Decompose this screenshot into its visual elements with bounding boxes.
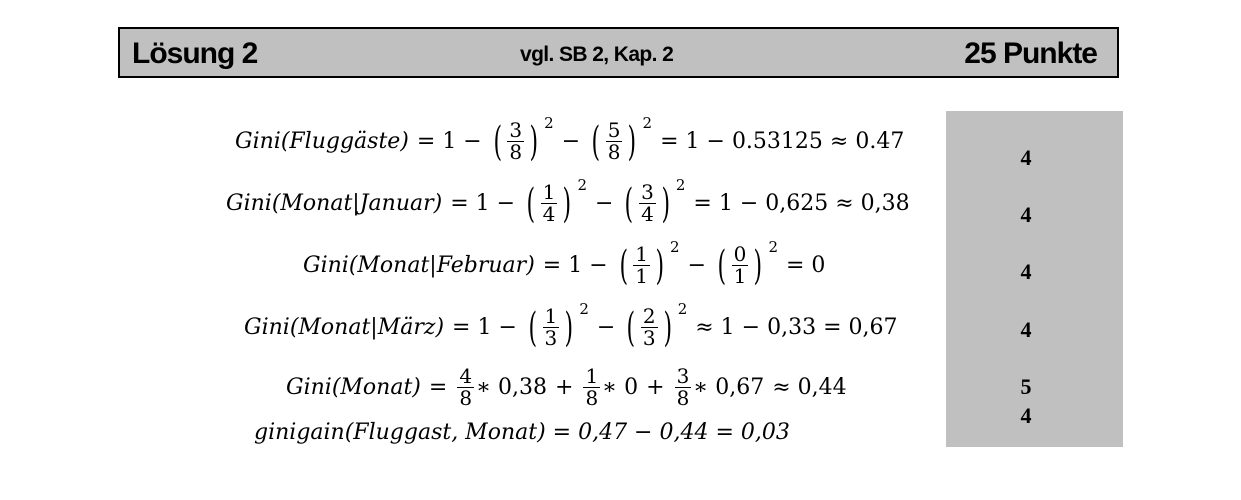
points-eq-3: 4 bbox=[1020, 259, 1032, 284]
points-eq-2: 4 bbox=[1020, 202, 1032, 227]
total-points: 25 Punkte bbox=[964, 37, 1098, 70]
equation-lhs: Gini(Monat) bbox=[286, 375, 421, 400]
fraction-denominator: 3 bbox=[542, 326, 560, 350]
fraction-numerator: 1 bbox=[585, 364, 599, 388]
equation-gini-fluggaeste: Gini(Fluggäste) = 1 − (3 8) 2 − (5 8) 2 = 1 … bbox=[235, 114, 912, 164]
reference-label: vgl. SB 2, Kap. 2 bbox=[520, 43, 674, 66]
equation-gini-februar: Gini(Monat|Februar) = 1 − (1 1) 2 − (0 1) 2 … bbox=[303, 238, 833, 288]
equation-result: = 1 − 0,625 ≈ 0,38 bbox=[693, 191, 910, 216]
equation-lhs: Gini(Monat|Januar) bbox=[226, 191, 443, 216]
fraction-numerator: 2 bbox=[642, 304, 656, 328]
fraction-numerator: 1 bbox=[635, 242, 648, 266]
equation-text: ginigain(Fluggast, Monat) = 0,47 − 0,44 … bbox=[254, 420, 790, 445]
points-eq-5: 5 bbox=[1020, 374, 1032, 399]
fraction-denominator: 1 bbox=[731, 264, 749, 288]
fraction-numerator: 0 bbox=[733, 242, 747, 266]
fraction-numerator: 1 bbox=[542, 180, 556, 204]
fraction-denominator: 8 bbox=[457, 386, 475, 410]
points-eq-4: 4 bbox=[1020, 317, 1032, 342]
equation-result: ≈ 1 − 0,33 = 0,67 bbox=[695, 315, 898, 340]
equation-result: = 1 − 0.53125 ≈ 0.47 bbox=[660, 129, 905, 154]
fraction-numerator: 3 bbox=[676, 364, 690, 388]
fraction-numerator: 1 bbox=[544, 304, 558, 328]
weighted-factor: ∗ 0,38 bbox=[476, 375, 547, 400]
exponent: 2 bbox=[577, 176, 588, 194]
solution-title: Lösung 2 bbox=[132, 37, 258, 70]
fraction-numerator: 3 bbox=[509, 118, 523, 142]
fraction-denominator: 3 bbox=[640, 326, 658, 350]
exponent: 2 bbox=[544, 114, 554, 132]
points-eq-6: 4 bbox=[1020, 403, 1032, 428]
exponent: 2 bbox=[768, 238, 778, 256]
points-column: 4 4 4 4 5 4 bbox=[946, 111, 1123, 447]
exponent: 2 bbox=[675, 176, 686, 194]
equation-gini-maerz: Gini(Monat|März) = 1 − (1 3) 2 − (2 3) 2 ≈ 1… bbox=[244, 300, 905, 350]
equation-lhs: Gini(Monat|März) bbox=[244, 315, 445, 340]
fraction-numerator: 5 bbox=[607, 118, 621, 142]
fraction-denominator: 8 bbox=[583, 386, 601, 410]
points-eq-1: 4 bbox=[1020, 145, 1032, 170]
fraction-numerator: 4 bbox=[459, 364, 473, 388]
equation-result: ≈ 0,44 bbox=[772, 375, 847, 400]
exponent: 2 bbox=[677, 300, 688, 318]
fraction-numerator: 3 bbox=[641, 180, 654, 204]
fraction-denominator: 4 bbox=[540, 202, 558, 226]
fraction-denominator: 8 bbox=[605, 140, 623, 164]
exponent: 2 bbox=[642, 114, 653, 132]
equation-lhs: Gini(Fluggäste) bbox=[235, 129, 409, 154]
fraction-denominator: 1 bbox=[633, 264, 650, 288]
exponent: 2 bbox=[670, 238, 680, 256]
equation-gini-januar: Gini(Monat|Januar) = 1 − (1 4) 2 − (3 4) 2 =… bbox=[226, 176, 918, 226]
weighted-factor: ∗ 0 bbox=[602, 375, 639, 400]
fraction-denominator: 8 bbox=[674, 386, 692, 410]
fraction-denominator: 4 bbox=[639, 202, 656, 226]
fraction-denominator: 8 bbox=[507, 140, 525, 164]
equation-ginigain: ginigain(Fluggast, Monat) = 0,47 − 0,44 … bbox=[254, 420, 790, 445]
equation-lhs: Gini(Monat|Februar) bbox=[303, 253, 535, 278]
solution-header: Lösung 2 vgl. SB 2, Kap. 2 25 Punkte bbox=[118, 27, 1119, 78]
equation-result: = 0 bbox=[785, 253, 826, 278]
exponent: 2 bbox=[579, 300, 589, 318]
weighted-factor: ∗ 0,67 bbox=[693, 375, 765, 400]
